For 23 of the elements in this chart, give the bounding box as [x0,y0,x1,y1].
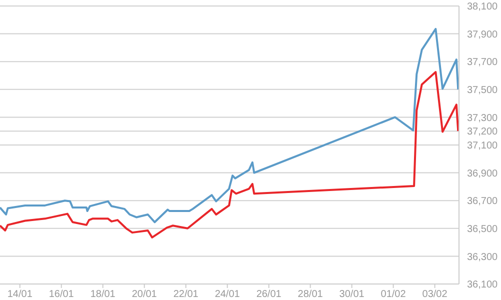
y-tick-label: 37,900 [467,29,498,40]
x-tick-label: 20/01 [132,289,158,300]
y-tick-label: 37,100 [467,140,498,152]
x-tick-label: 22/01 [173,289,199,300]
y-tick-label: 37,300 [467,112,498,124]
y-tick-label: 37,500 [467,84,498,96]
x-tick-label: 26/01 [256,289,282,300]
x-tick-label: 03/02 [422,289,448,300]
x-tick-label: 18/01 [90,289,116,300]
y-tick-label: 37,700 [467,57,498,68]
y-tick-label: 36,300 [467,252,498,263]
y-tick-label: 36,500 [467,224,498,235]
x-tick-label: 01/02 [380,289,406,300]
x-tick-label: 28/01 [298,289,324,300]
x-tick-label: 14/01 [7,289,33,300]
x-tick-label: 24/01 [214,289,240,300]
y-tick-label: 36,900 [467,168,498,180]
y-tick-label: 36,700 [467,196,498,208]
y-tick-label: 38,100 [467,2,498,13]
x-tick-label: 30/01 [339,289,365,300]
y-tick-label: 37,200 [467,126,498,138]
y-tick-label: 36,100 [467,280,498,291]
x-tick-label: 16/01 [48,289,74,300]
